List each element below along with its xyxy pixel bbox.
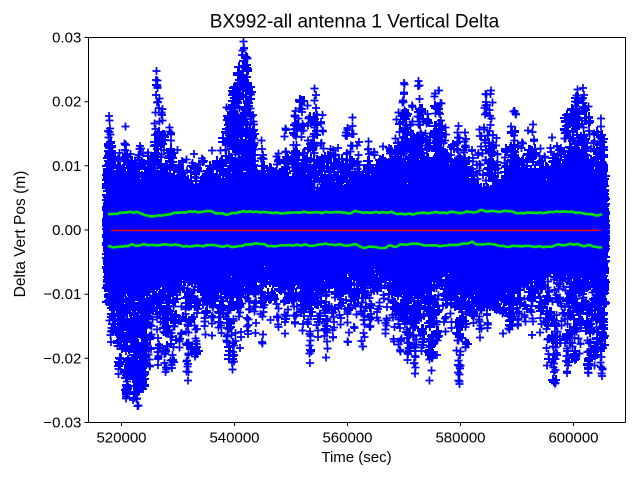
svg-text:BX992-all antenna 1 Vertical D: BX992-all antenna 1 Vertical Delta xyxy=(210,11,500,32)
svg-text:0.01: 0.01 xyxy=(52,158,81,175)
svg-text:600000: 600000 xyxy=(548,429,598,446)
svg-text:0.03: 0.03 xyxy=(52,30,81,47)
svg-text:540000: 540000 xyxy=(209,429,259,446)
svg-text:−0.02: −0.02 xyxy=(43,350,81,367)
svg-text:580000: 580000 xyxy=(435,429,485,446)
svg-text:Delta Vert Pos (m): Delta Vert Pos (m) xyxy=(12,171,29,298)
svg-text:−0.03: −0.03 xyxy=(43,415,81,432)
svg-text:0.00: 0.00 xyxy=(52,222,81,239)
svg-text:520000: 520000 xyxy=(96,429,146,446)
svg-text:0.02: 0.02 xyxy=(52,94,81,111)
svg-text:−0.01: −0.01 xyxy=(43,286,81,303)
svg-text:560000: 560000 xyxy=(322,429,372,446)
svg-text:Time (sec): Time (sec) xyxy=(321,449,391,466)
